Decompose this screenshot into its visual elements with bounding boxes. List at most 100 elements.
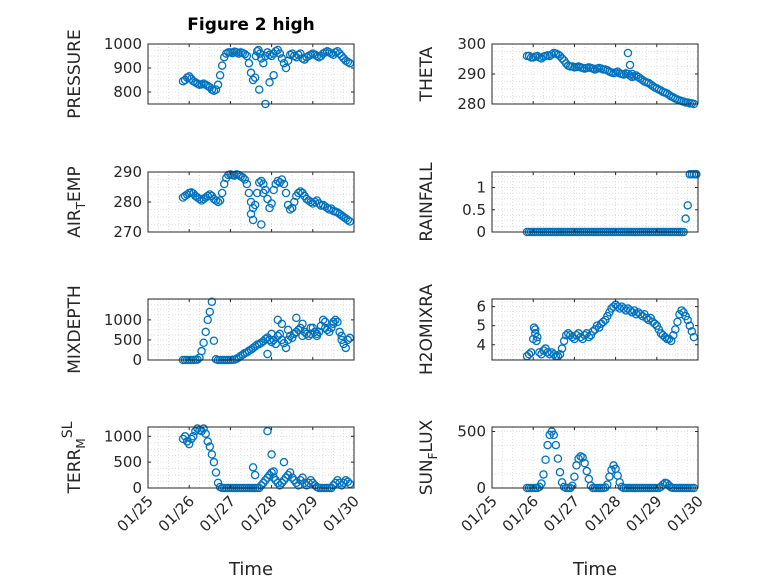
- y-tick-label: 500: [457, 423, 486, 441]
- data-point: [267, 450, 276, 459]
- data-point: [244, 188, 254, 198]
- data-point: [267, 337, 276, 347]
- y-axis-label-theta: THETA: [417, 46, 437, 102]
- data-point: [211, 468, 221, 477]
- data-point: [310, 197, 320, 207]
- data-point: [644, 315, 653, 325]
- data-point: [213, 197, 223, 207]
- data-point: [199, 338, 208, 347]
- data-point: [263, 349, 272, 359]
- data-point: [269, 467, 278, 476]
- data-point: [685, 321, 695, 330]
- y-tick-label: 270: [113, 223, 142, 241]
- data-point: [320, 317, 330, 327]
- y-tick-label: 1: [476, 179, 486, 197]
- data-point: [524, 350, 534, 359]
- data-point: [683, 315, 692, 325]
- data-point: [285, 468, 295, 477]
- data-point: [271, 339, 280, 349]
- subplot-theta: 280 290 300 THETA: [417, 35, 699, 113]
- data-point: [337, 331, 346, 341]
- y-tick-label: 1000: [104, 311, 142, 329]
- data-point: [290, 475, 299, 485]
- data-point: [217, 61, 227, 70]
- y-tick-label: 800: [113, 83, 142, 101]
- data-point: [683, 201, 692, 210]
- data-point: [335, 49, 344, 58]
- data-point: [213, 80, 223, 90]
- data-point: [553, 454, 563, 463]
- y-tick-label: 1000: [104, 427, 142, 445]
- data-point: [195, 194, 204, 204]
- data-point: [636, 309, 645, 319]
- data-point: [557, 478, 567, 487]
- data-point: [306, 197, 315, 207]
- x-axis-label-right: Time: [572, 559, 617, 580]
- data-point: [345, 58, 355, 68]
- data-point: [677, 306, 686, 315]
- data-point: [337, 51, 346, 61]
- data-point: [627, 69, 637, 79]
- data-point: [592, 321, 602, 330]
- data-point: [296, 49, 305, 58]
- axes-frame: [491, 298, 699, 361]
- data-point: [345, 333, 355, 343]
- x-axis-label-left: Time: [228, 559, 273, 580]
- y-tick-label: 6: [476, 298, 486, 316]
- data-point: [689, 332, 699, 342]
- data-point: [568, 481, 577, 490]
- y-axis-label-air_temp: AIRTEMP: [65, 166, 88, 237]
- data-point: [298, 331, 307, 341]
- y-tick-label: 500: [113, 453, 142, 471]
- data-point: [312, 329, 322, 339]
- data-point: [252, 188, 262, 198]
- data-point: [343, 477, 353, 487]
- data-point: [201, 327, 210, 337]
- y-tick-label: 280: [113, 193, 142, 211]
- y-tick-label: 290: [113, 163, 142, 181]
- data-point: [257, 54, 266, 63]
- data-point: [201, 429, 210, 438]
- data-point: [642, 313, 651, 323]
- data-point: [254, 85, 264, 94]
- data-point: [584, 332, 594, 342]
- data-point: [267, 199, 276, 208]
- data-point: [205, 307, 215, 317]
- data-point: [184, 72, 194, 81]
- data-point: [281, 473, 291, 482]
- data-point: [541, 455, 550, 465]
- data-point: [615, 478, 624, 487]
- data-point: [345, 217, 355, 226]
- data-point: [279, 457, 289, 467]
- data-point: [265, 203, 274, 213]
- data-point: [638, 311, 647, 321]
- data-point: [578, 453, 587, 462]
- data-point: [341, 343, 351, 353]
- data-point: [648, 81, 657, 91]
- data-point: [582, 466, 592, 476]
- data-point: [660, 332, 670, 342]
- data-point: [333, 46, 342, 56]
- data-point: [588, 327, 598, 336]
- y-tick-label: 0: [476, 223, 486, 241]
- data-point: [238, 173, 248, 182]
- data-point: [625, 71, 635, 80]
- y-tick-label: 0.5: [462, 201, 486, 219]
- data-point: [279, 475, 289, 485]
- data-point: [213, 478, 223, 488]
- data-point: [333, 317, 342, 327]
- data-point: [325, 327, 334, 337]
- data-point: [205, 442, 215, 451]
- y-axis-label-h2omixra: H2OMIXRA: [417, 284, 437, 375]
- data-point: [279, 179, 289, 189]
- data-point: [572, 330, 581, 340]
- data-point: [539, 346, 548, 355]
- data-point: [211, 196, 221, 205]
- data-point: [184, 439, 194, 449]
- data-point: [627, 308, 637, 317]
- data-point: [306, 323, 315, 333]
- subplot-air_temp: 270 280 290 AIRTEMP: [65, 163, 355, 241]
- data-point: [211, 85, 221, 94]
- data-point: [281, 343, 291, 353]
